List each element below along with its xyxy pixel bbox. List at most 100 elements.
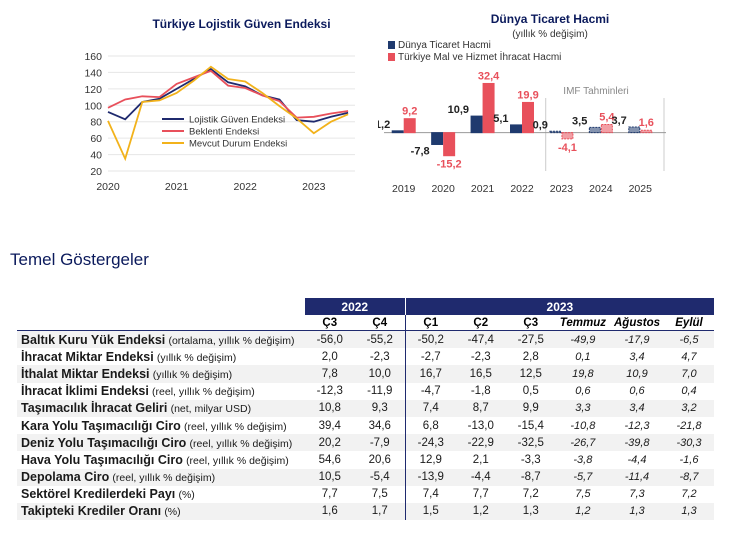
bar: [431, 132, 444, 145]
value-cell: -12,3: [610, 416, 664, 435]
chart-subtitle: (yıllık % değişim): [512, 29, 588, 40]
value-cell: -22,9: [455, 434, 506, 452]
x-tick-label: 2022: [234, 181, 258, 193]
bar: [522, 101, 534, 134]
value-cell: 1,5: [404, 502, 456, 521]
world-trade-chart: Dünya Ticaret Hacmi (yıllık % değişim) Dün…: [375, 8, 723, 198]
value-cell: -7,9: [354, 434, 406, 452]
section-title: Temel Göstergeler: [10, 250, 149, 269]
x-tick-label: 2021: [471, 183, 495, 195]
value-cell: -3,3: [505, 451, 556, 469]
row-label-cell: Depolama Ciro (reel, yıllık % değişim): [17, 468, 305, 486]
chart-title: Dünya Ticaret Hacmi: [491, 12, 610, 26]
value-cell: -11,9: [354, 382, 406, 400]
value-cell: 1,3: [610, 502, 664, 521]
value-cell: -15,4: [505, 416, 556, 435]
value-cell: 0,6: [610, 382, 664, 400]
value-cell: -4,4: [455, 468, 506, 486]
bar: [628, 126, 641, 134]
y-tick-label: 40: [90, 150, 102, 162]
value-cell: -13,9: [404, 468, 456, 486]
value-cell: -5,7: [555, 468, 610, 486]
row-unit: (%): [178, 489, 195, 502]
row-label: İhracat Miktar Endeksi: [21, 349, 154, 364]
value-cell: 7,5: [354, 485, 406, 503]
x-tick-label: 2024: [589, 183, 613, 195]
value-cell: -27,5: [505, 330, 556, 349]
x-tick-label: 2025: [629, 183, 653, 195]
value-cell: -2,3: [354, 348, 406, 366]
value-cell: -56,0: [304, 330, 355, 349]
value-cell: -3,8: [555, 451, 610, 469]
row-unit: (net, milyar USD): [170, 403, 252, 416]
value-cell: -1,8: [455, 382, 506, 400]
row-unit: (reel, yıllık % değişim): [186, 454, 289, 467]
row-label-cell: Hava Yolu Taşımacılığı Ciro (reel, yıllı…: [17, 451, 305, 469]
row-unit: (reel, yıllık % değişim): [152, 386, 255, 399]
data-label: 10,9: [448, 104, 469, 116]
y-tick-label: 140: [84, 67, 102, 79]
period-header: Temmuz: [555, 315, 610, 331]
row-label: Kara Yolu Taşımacılığı Ciro: [21, 418, 181, 433]
bar: [470, 115, 483, 134]
data-label: 3,7: [611, 115, 626, 127]
row-unit: (yıllık % değişim): [152, 368, 233, 381]
value-cell: -32,5: [505, 434, 556, 452]
value-cell: 1,6: [304, 502, 355, 521]
period-header: Eylül: [664, 315, 714, 331]
bar: [549, 130, 562, 134]
series-line: [107, 65, 349, 162]
y-tick-label: 20: [90, 166, 102, 178]
value-cell: 10,9: [610, 365, 664, 383]
value-cell: 54,6: [304, 451, 355, 469]
value-cell: 3,4: [610, 399, 664, 417]
legend-label: Türkiye Mal ve Hizmet İhracat Hacmi: [398, 50, 561, 63]
value-cell: 20,2: [304, 434, 355, 452]
value-cell: -1,6: [664, 451, 714, 469]
value-cell: -4,4: [610, 451, 664, 469]
x-tick-label: 2023: [550, 183, 574, 195]
corner-cell: [17, 298, 305, 315]
period-header: Ç2: [455, 315, 506, 331]
value-cell: 7,2: [505, 485, 556, 503]
row-unit: (yıllık % değişim): [156, 351, 237, 364]
logistics-confidence-chart: Türkiye Lojistik Güven Endeksi 20 40 60 80 10…: [70, 8, 370, 198]
row-label: Depolama Ciro: [21, 470, 110, 485]
value-cell: 3,3: [555, 399, 610, 417]
table-row: İhracat Miktar Endeksi (yıllık % değişim…: [17, 348, 714, 366]
bar: [482, 82, 495, 134]
x-tick-label: 2020: [431, 183, 455, 195]
value-cell: 10,8: [304, 399, 355, 417]
table-row: Takipteki Krediler Oranı (%) 1,6 1,7 1,5 1,2…: [17, 502, 714, 521]
value-cell: -39,8: [610, 434, 664, 452]
value-cell: 7,8: [304, 365, 355, 383]
value-cell: 16,7: [404, 365, 456, 383]
value-cell: -21,8: [664, 416, 714, 435]
table-row: Depolama Ciro (reel, yıllık % değişim) 10…: [17, 468, 714, 486]
row-label-cell: Sektörel Kredilerdeki Payı (%): [17, 485, 305, 503]
row-label-cell: Deniz Yolu Taşımacılığı Ciro (reel, yıll…: [17, 434, 305, 452]
value-cell: 12,9: [404, 451, 456, 469]
data-label: 5,4: [599, 111, 615, 123]
legend-label: Lojistik Güven Endeksi: [189, 115, 285, 126]
value-cell: 34,6: [354, 416, 406, 435]
value-cell: 7,7: [455, 485, 506, 503]
y-tick-label: 160: [84, 51, 102, 63]
row-label: Deniz Yolu Taşımacılığı Ciro: [21, 435, 187, 450]
value-cell: -13,0: [455, 416, 506, 435]
data-label: 0,9: [533, 119, 548, 131]
table-row: Baltık Kuru Yük Endeksi (ortalama, yıllı…: [17, 330, 714, 349]
value-cell: 4,7: [664, 348, 714, 366]
period-header: Ç1: [404, 315, 456, 331]
indicators-table: 2022 2023 Ç3 Ç4 Ç1 Ç2 Ç3 Temmuz Ağustos …: [17, 298, 714, 521]
period-header: Ç4: [354, 315, 406, 331]
value-cell: 9,9: [505, 399, 556, 417]
year-header-row: 2022 2023: [17, 298, 714, 315]
value-cell: 20,6: [354, 451, 406, 469]
bar: [443, 132, 456, 157]
legend-label: Mevcut Durum Endeksi: [189, 139, 287, 150]
value-cell: 9,3: [354, 399, 406, 417]
value-cell: -8,7: [664, 468, 714, 486]
value-cell: 1,2: [555, 502, 610, 521]
row-unit: (ortalama, yıllık % değişim): [168, 334, 295, 347]
